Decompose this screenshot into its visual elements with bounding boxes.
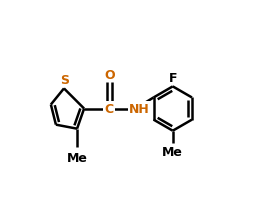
Text: F: F [168,72,177,84]
Text: Me: Me [162,145,183,158]
Text: Me: Me [67,151,88,164]
Text: C: C [105,103,114,116]
Text: O: O [104,68,115,81]
Text: NH: NH [129,103,150,116]
Text: S: S [60,74,70,87]
